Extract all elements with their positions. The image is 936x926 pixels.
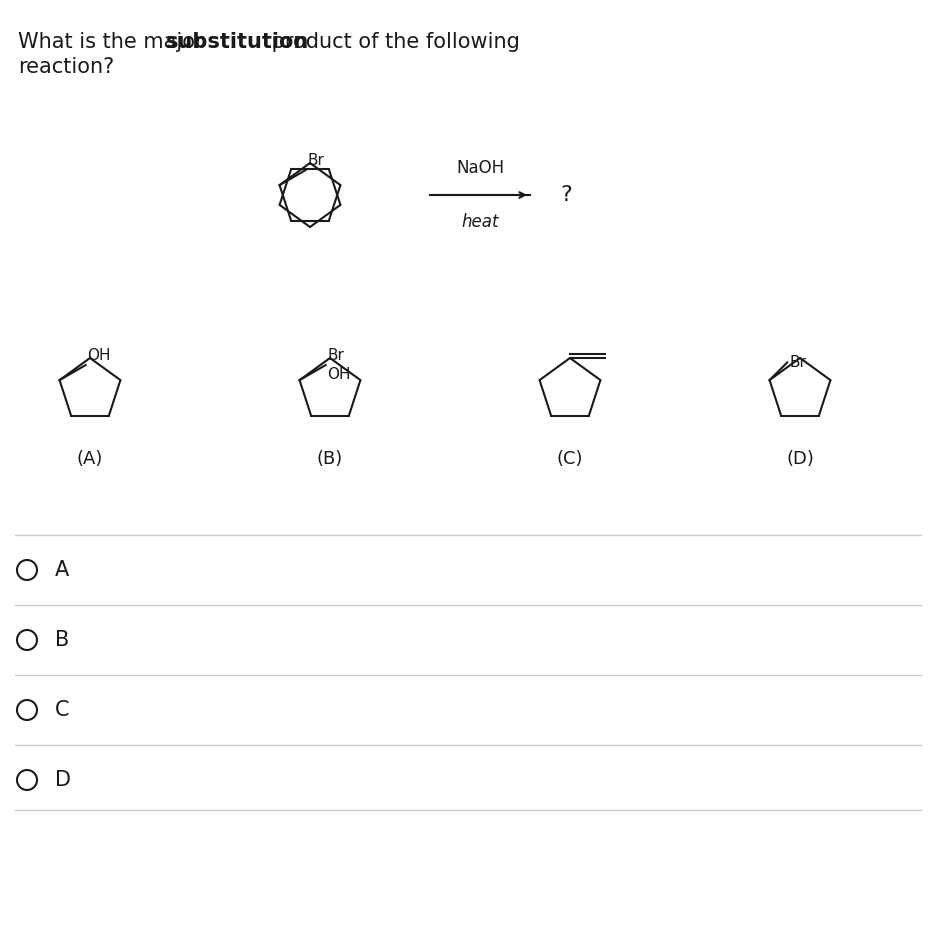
Text: (A): (A) <box>77 450 103 468</box>
Text: (C): (C) <box>557 450 583 468</box>
Text: Br: Br <box>789 355 806 369</box>
Text: (D): (D) <box>786 450 814 468</box>
Text: OH: OH <box>328 367 351 382</box>
Text: NaOH: NaOH <box>456 159 505 177</box>
Text: D: D <box>55 770 71 790</box>
Text: product of the following: product of the following <box>265 32 519 52</box>
Text: (B): (B) <box>317 450 344 468</box>
Text: substitution: substitution <box>166 32 309 52</box>
Text: heat: heat <box>461 213 499 231</box>
Text: B: B <box>55 630 69 650</box>
Text: A: A <box>55 560 69 580</box>
Text: reaction?: reaction? <box>18 57 114 77</box>
Text: OH: OH <box>88 348 111 363</box>
Text: C: C <box>55 700 69 720</box>
Text: ?: ? <box>560 185 572 205</box>
Text: What is the major: What is the major <box>18 32 211 52</box>
Text: Br: Br <box>328 348 344 363</box>
Text: Br: Br <box>308 153 325 169</box>
